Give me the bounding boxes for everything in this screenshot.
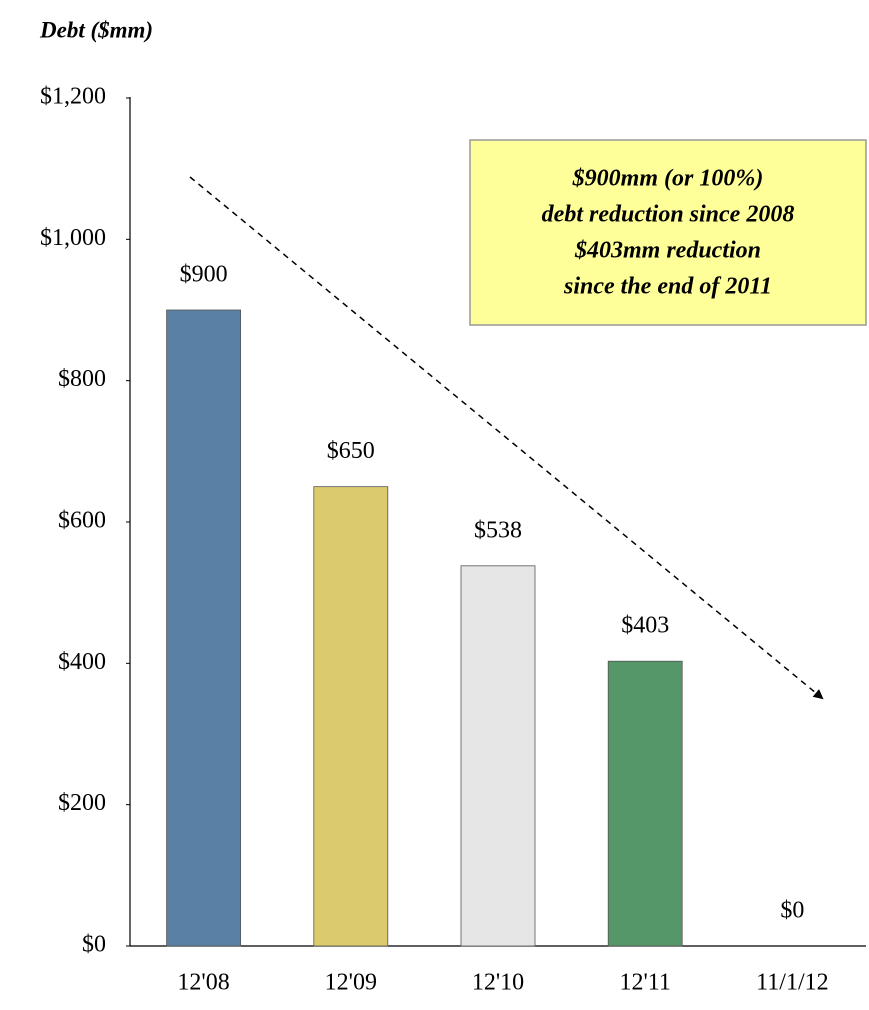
y-tick-label: $1,200 bbox=[40, 84, 106, 110]
y-tick-label: $200 bbox=[58, 790, 106, 816]
y-tick-label: $800 bbox=[58, 366, 106, 392]
x-tick-label: 12'09 bbox=[325, 970, 377, 996]
value-label: $650 bbox=[327, 438, 375, 464]
value-label: $0 bbox=[780, 898, 804, 924]
bar bbox=[460, 565, 536, 947]
bar bbox=[166, 309, 242, 947]
value-label: $403 bbox=[621, 613, 669, 639]
y-tick-label: $0 bbox=[82, 932, 106, 958]
y-tick-label: $1,000 bbox=[40, 225, 106, 251]
chart-title: Debt ($mm) bbox=[39, 17, 153, 42]
value-label: $538 bbox=[474, 517, 522, 543]
annotation-text: $900mm (or 100%) bbox=[572, 166, 764, 192]
x-tick-label: 11/1/12 bbox=[756, 970, 828, 996]
annotation-text: since the end of 2011 bbox=[563, 274, 772, 300]
x-tick-label: 12'08 bbox=[177, 970, 229, 996]
annotation-text: debt reduction since 2008 bbox=[542, 202, 795, 228]
x-tick-label: 12'11 bbox=[619, 970, 670, 996]
bar bbox=[607, 660, 683, 947]
y-tick-label: $400 bbox=[58, 649, 106, 675]
annotation-box bbox=[469, 139, 867, 326]
value-label: $900 bbox=[180, 262, 228, 288]
annotation-text: $403mm reduction bbox=[574, 238, 761, 264]
bar bbox=[313, 486, 389, 947]
y-tick-label: $600 bbox=[58, 508, 106, 534]
x-tick-label: 12'10 bbox=[472, 970, 524, 996]
trend-arrow bbox=[189, 176, 824, 700]
